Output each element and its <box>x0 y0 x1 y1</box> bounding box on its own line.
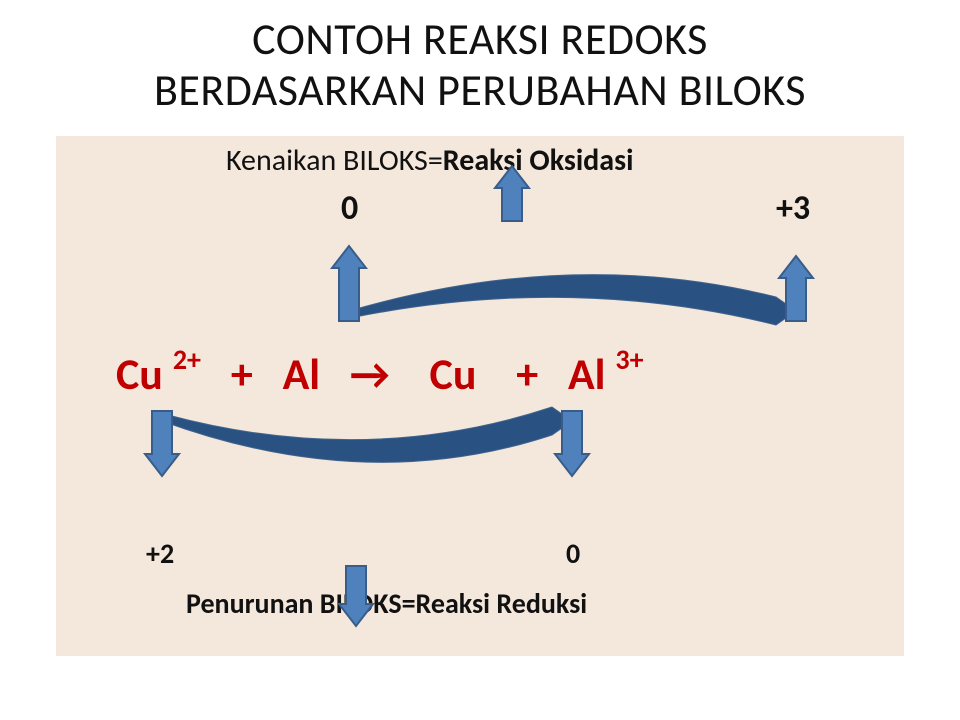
oxidation-label: Kenaikan BILOKS=Reaksi Oksidasi <box>226 142 633 179</box>
oxidation-biloks-to: +3 <box>776 188 810 229</box>
eq-rest: + Al → Cu + Al 3+ <box>201 347 644 401</box>
reduction-biloks-from: +2 <box>146 536 174 571</box>
slide-title: CONTOH REAKSI REDOKS BERDASARKAN PERUBAH… <box>0 14 960 115</box>
title-line-1: CONTOH REAKSI REDOKS <box>252 12 708 66</box>
oxidation-label-prefix: Kenaikan BILOKS= <box>226 142 443 179</box>
oxidation-label-bold: Reaksi Oksidasi <box>443 142 634 179</box>
eq-cu2: Cu 2+ <box>116 347 201 401</box>
equation: Cu 2+ + Al → Cu + Al 3+ <box>116 346 644 401</box>
content-box: Kenaikan BILOKS=Reaksi Oksidasi 0 +3 Cu … <box>56 136 904 656</box>
title-line-2: BERDASARKAN PERUBAHAN BILOKS <box>154 63 806 117</box>
oxidation-biloks-from: 0 <box>341 188 358 229</box>
reduction-biloks-to: 0 <box>566 536 580 571</box>
reduction-label: Penurunan BILOKS=Reaksi Reduksi <box>186 586 587 621</box>
slide: CONTOH REAKSI REDOKS BERDASARKAN PERUBAH… <box>0 0 960 720</box>
